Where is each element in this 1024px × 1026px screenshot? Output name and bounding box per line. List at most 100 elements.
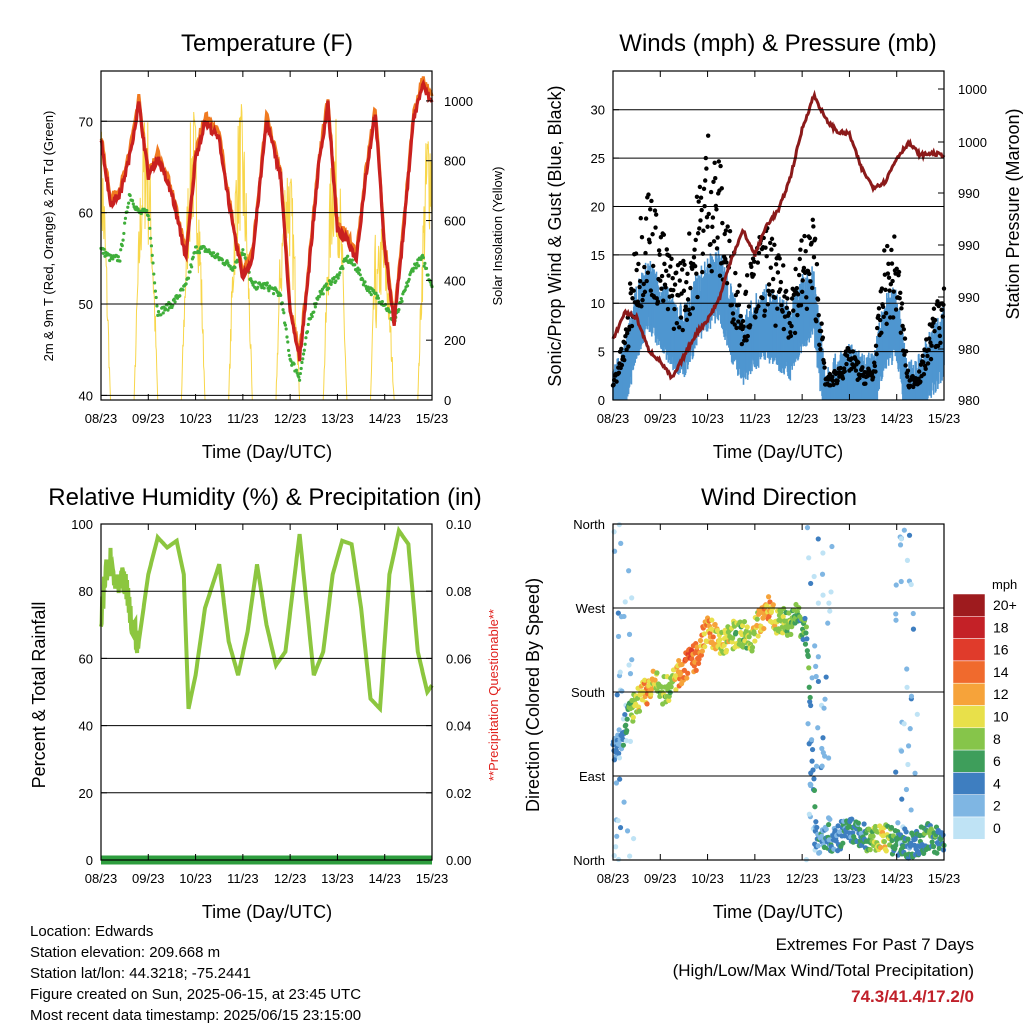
gust-point (645, 270, 651, 275)
direction-point (619, 688, 625, 694)
dewpoint-point (281, 308, 285, 312)
x-tick-label: 15/23 (416, 411, 449, 426)
direction-point (849, 816, 855, 822)
gust-point (744, 338, 749, 343)
gust-point (903, 363, 908, 368)
dewpoint-point (159, 313, 163, 317)
direction-point (761, 625, 767, 632)
direction-point (827, 816, 833, 822)
direction-point (743, 628, 749, 634)
y2-tick-label: 200 (444, 333, 466, 348)
gust-point (925, 353, 930, 359)
legend-label: 16 (993, 642, 1009, 658)
gust-point (693, 237, 698, 243)
legend-label: 4 (993, 775, 1001, 791)
direction-point (778, 609, 784, 615)
gust-point (680, 327, 685, 333)
gust-point (630, 296, 635, 301)
dewpoint-point (301, 357, 305, 361)
legend-swatch (952, 616, 986, 639)
gust-point (684, 317, 690, 323)
gust-point (809, 240, 814, 246)
direction-point (805, 653, 811, 659)
direction-point (898, 748, 905, 754)
gust-point (899, 306, 904, 311)
legend-swatch (952, 727, 986, 751)
gust-point (935, 299, 940, 304)
gust-point (644, 278, 649, 284)
gust-point (723, 228, 729, 233)
direction-point (811, 573, 817, 580)
x-tick-label: 12/23 (786, 871, 819, 886)
direction-point (835, 823, 841, 829)
direction-point (729, 639, 735, 645)
gust-point (683, 304, 688, 309)
gust-point (705, 224, 710, 229)
gust-point (890, 315, 896, 320)
gust-point (778, 279, 784, 285)
gust-point (795, 312, 800, 318)
gust-point (717, 273, 723, 278)
direction-point (746, 634, 752, 640)
dewpoint-point (267, 289, 271, 293)
gust-point (736, 319, 741, 324)
direction-point (755, 633, 761, 639)
direction-point (614, 692, 620, 698)
dewpoint-point (338, 271, 342, 275)
gust-point (716, 159, 722, 164)
direction-point (815, 536, 821, 542)
gust-point (937, 325, 942, 331)
x-tick-label: 11/23 (739, 871, 771, 886)
gust-point (738, 313, 743, 319)
direction-point (613, 780, 620, 786)
gust-point (661, 232, 667, 237)
recent-text: Most recent data timestamp: 2025/06/15 2… (30, 1007, 362, 1024)
gust-point (766, 282, 772, 287)
gust-point (870, 375, 876, 380)
y-tick-label: 50 (79, 297, 93, 312)
direction-point (905, 743, 912, 749)
gust-point (872, 363, 878, 369)
speed-legend: 20+ 18 16 14 12 10 8 6 4 2 0 (952, 593, 1017, 840)
direction-point (898, 536, 904, 542)
gust-point (755, 260, 761, 265)
gust-point (840, 376, 846, 381)
gust-point (884, 321, 889, 327)
direction-point (613, 844, 619, 850)
humidity-ticks: 0 0.00 20 0.02 40 0.04 60 0.06 80 0.08 100 0.10 08/2… (71, 517, 471, 886)
gust-point (807, 235, 813, 241)
direction-point (898, 578, 904, 585)
direction-point (712, 621, 718, 628)
direction-point (808, 580, 814, 587)
gust-point (792, 330, 798, 336)
dewpoint-point (357, 268, 362, 272)
direction-point (620, 742, 627, 748)
gust-point (719, 186, 724, 191)
gust-point (622, 357, 627, 363)
gust-point (671, 326, 677, 331)
direction-point (818, 833, 825, 839)
gust-point (722, 231, 727, 237)
dewpoint-point (231, 268, 235, 272)
dewpoint-point (149, 244, 154, 248)
y-tick-label: 20 (79, 786, 93, 801)
gust-point (709, 269, 714, 274)
gust-point (642, 289, 648, 295)
y2-tick-label: 400 (444, 273, 466, 288)
y-tick-label: West (576, 601, 606, 616)
gust-point (822, 365, 827, 370)
y2-tick-label: 0.00 (446, 853, 471, 868)
dewpoint-point (312, 310, 316, 314)
gust-point (668, 264, 673, 269)
gust-point (788, 330, 793, 335)
direction-point (630, 714, 636, 720)
dewpoint-point (346, 254, 350, 258)
dewpoint-point (298, 371, 302, 376)
pressure-ylabel: Station Pressure (Maroon) (1003, 108, 1023, 319)
gust-point (686, 307, 691, 313)
y-tick-label: 60 (79, 651, 93, 666)
dewpoint-point (426, 273, 430, 277)
dewpoint-point (228, 264, 232, 268)
gust-point (876, 313, 881, 319)
direction-point (765, 594, 772, 600)
